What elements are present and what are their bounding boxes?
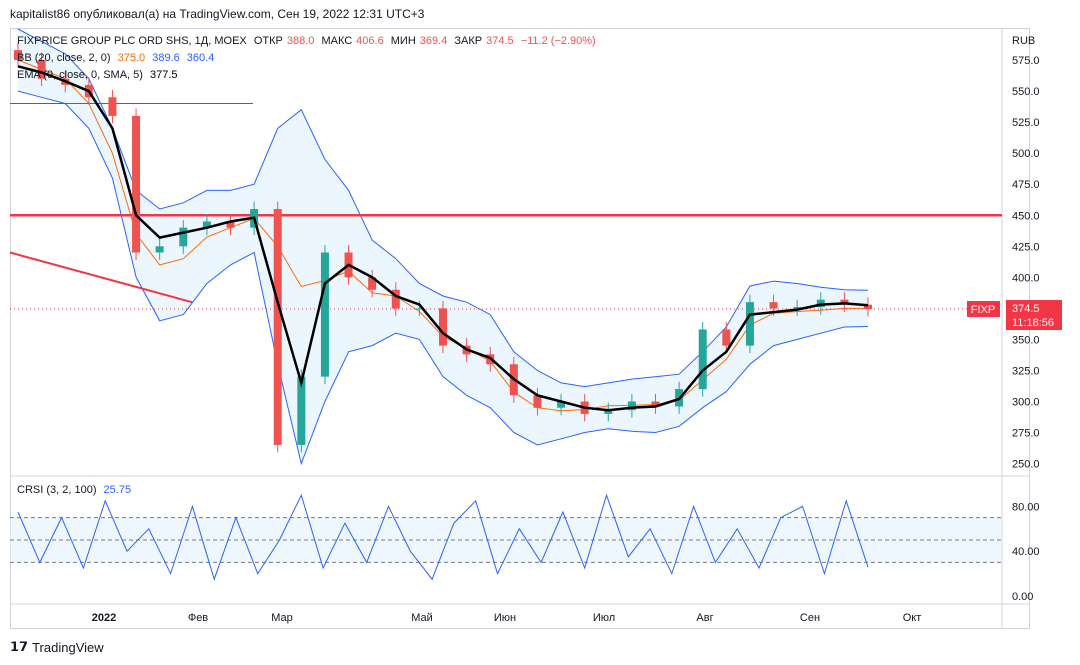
candle-body: [226, 221, 235, 228]
bb-legend[interactable]: BB (20, close, 2, 0) 375.0 389.6 360.4: [17, 52, 218, 64]
crsi-line: [17, 493, 869, 581]
candle-body: [698, 329, 707, 390]
time-axis-label: Фев: [188, 612, 208, 624]
bb-basis-value: 375.0: [117, 52, 146, 64]
price-tick-label: 500.0: [1012, 148, 1040, 160]
price-tick-label: 550.0: [1012, 86, 1040, 98]
candle-body: [533, 395, 542, 408]
candle-body: [604, 410, 613, 414]
price-tick-label: 575.0: [1012, 55, 1040, 67]
time-axis-label: Окт: [903, 612, 922, 624]
candle-body: [297, 376, 306, 445]
low-label: МИН: [390, 35, 416, 47]
tradingview-footer[interactable]: 𝟭𝟳 TradingView: [10, 639, 104, 655]
candle-body: [391, 289, 400, 309]
candle-body: [769, 302, 778, 309]
ema-label: EMA (9, close, 0, SMA, 5): [17, 69, 143, 81]
price-tick-label: 325.0: [1012, 365, 1040, 377]
candle-body: [415, 308, 424, 310]
price-axis-currency: RUB: [1012, 35, 1035, 47]
tradingview-logo-icon: 𝟭𝟳: [10, 639, 29, 654]
candle-body: [320, 252, 329, 377]
tradingview-brand: TradingView: [32, 639, 104, 655]
low-value: 369.4: [419, 35, 448, 47]
crsi-legend[interactable]: CRSI (3, 2, 100) 25.75: [17, 484, 135, 496]
time-axis-label: Июл: [593, 612, 615, 624]
price-tick-label: 425.0: [1012, 241, 1040, 253]
ema-line: [17, 65, 869, 412]
price-tick-label: 400.0: [1012, 272, 1040, 284]
time-axis-label: 2022: [92, 612, 116, 624]
candle-body: [557, 401, 566, 408]
candle-body: [14, 50, 22, 61]
candle-body: [273, 209, 282, 445]
time-axis-label: Сен: [800, 612, 820, 624]
candle-body: [627, 401, 636, 411]
published-by-line: kapitalist86 опубликовал(а) на TradingVi…: [10, 7, 425, 21]
price-tick-label: 475.0: [1012, 179, 1040, 191]
price-tick-label: 525.0: [1012, 117, 1040, 129]
candle-body: [651, 401, 660, 407]
candle-body: [179, 227, 188, 247]
bb-lower-value: 360.4: [186, 52, 215, 64]
time-axis-label: Июн: [494, 612, 516, 624]
price-tick-label: 250.0: [1012, 459, 1040, 471]
trend-line: [9, 251, 193, 304]
symbol-legend[interactable]: FIXPRICE GROUP PLC ORD SHS, 1Д, MOEX ОТК…: [17, 35, 600, 47]
crsi-tick-label: 40.00: [1012, 546, 1040, 558]
close-value: 374.5: [486, 35, 514, 47]
time-axis-label: Мар: [271, 612, 293, 624]
close-label: ЗАКР: [454, 35, 483, 47]
last-price-label: 374.5: [1012, 303, 1040, 315]
ema-legend[interactable]: EMA (9, close, 0, SMA, 5) 377.5: [17, 69, 182, 81]
candle-body: [132, 115, 141, 253]
crsi-label: CRSI (3, 2, 100): [17, 484, 97, 496]
ema-value: 377.5: [150, 69, 178, 81]
symbol-name: FIXPRICE GROUP PLC ORD SHS, 1Д, MOEX: [17, 35, 247, 47]
price-tick-label: 300.0: [1012, 397, 1040, 409]
candle-body: [202, 221, 211, 228]
candle-body: [745, 302, 754, 346]
ticker-badge-label: FIXP: [971, 304, 995, 316]
candle-body: [155, 246, 164, 253]
time-axis-label: Авг: [696, 612, 713, 624]
candle-body: [864, 304, 872, 309]
change-value: −11.2 (−2.90%): [520, 35, 596, 47]
candle-body: [108, 97, 117, 116]
candle-body: [37, 60, 46, 79]
crsi-tick-label: 80.00: [1012, 501, 1040, 513]
candle-body: [722, 329, 731, 346]
bb-label: BB (20, close, 2, 0): [17, 52, 111, 64]
ticker-badge: [967, 300, 1000, 317]
bb-lower-line: [17, 90, 869, 466]
candle-body: [793, 307, 802, 309]
open-label: ОТКР: [253, 35, 283, 47]
countdown-label: 11:18:56: [1012, 317, 1054, 329]
price-tick-label: 450.0: [1012, 210, 1040, 222]
price-tick-label: 275.0: [1012, 428, 1040, 440]
crsi-value: 25.75: [103, 484, 132, 496]
high-value: 406.6: [356, 35, 384, 47]
last-price-badge: [1006, 299, 1062, 330]
bb-upper-value: 389.6: [152, 52, 180, 64]
high-label: МАКС: [321, 35, 353, 47]
time-axis-label: Май: [411, 612, 433, 624]
open-value: 388.0: [286, 35, 315, 47]
crsi-tick-label: 0.00: [1012, 591, 1033, 603]
candle-body: [439, 308, 447, 346]
candle-body: [368, 277, 377, 290]
price-tick-label: 350.0: [1012, 334, 1040, 346]
